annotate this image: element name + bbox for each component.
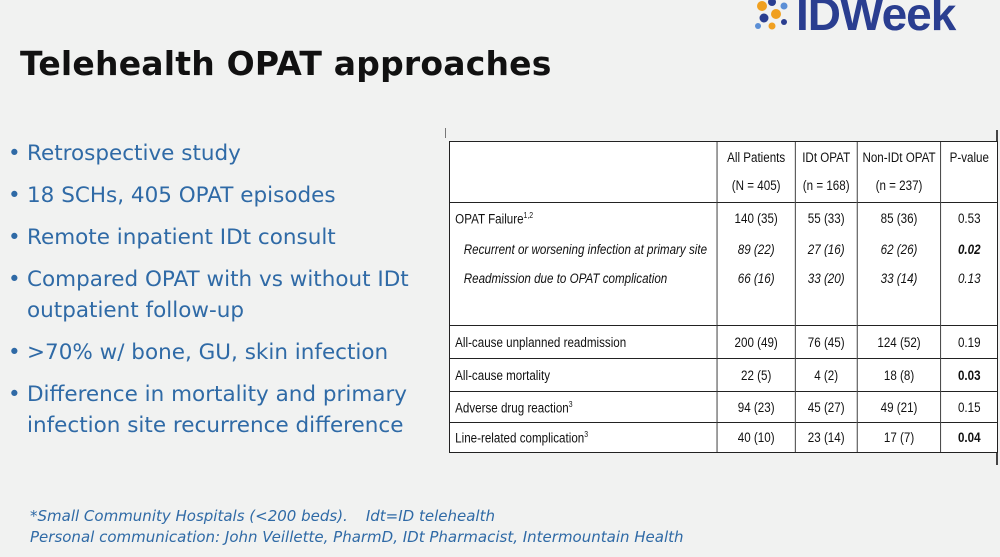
cell-idt: 23 (14) [794, 422, 858, 452]
header-line: P-value [949, 150, 989, 165]
cell-all: 140 (35) [716, 201, 796, 234]
bullet-item: >70% w/ bone, GU, skin infection [8, 337, 448, 368]
cell-idt: 55 (33) [794, 201, 858, 234]
table-row: All-cause mortality 22 (5) 4 (2) 18 (8) … [450, 358, 998, 392]
cell-non-idt: 124 (52) [856, 325, 942, 359]
header-line: (n = 237) [875, 178, 923, 193]
row-label: OPAT Failure1,2 [450, 201, 717, 234]
row-label: All-cause mortality [450, 358, 717, 392]
header-line: All Patients [727, 150, 786, 165]
cell-p: 0.03 [940, 358, 998, 392]
cell-p: 0.53 [940, 201, 998, 234]
cell-non-idt: 85 (36) [856, 201, 942, 234]
bullet-item: Retrospective study [8, 138, 448, 169]
data-table: All Patients (N = 405) IDt OPAT (n = 168… [450, 142, 998, 452]
row-label: All-cause unplanned readmission [450, 325, 717, 359]
header-line: Non-IDt OPAT [862, 150, 936, 165]
footnote-line-2: Personal communication: John Veillette, … [30, 528, 684, 546]
header-all-patients: All Patients (N = 405) [716, 142, 796, 203]
cell-non-idt: 62 (26) [856, 233, 942, 265]
logo-text: IDWeek [796, 0, 956, 40]
table-row: All-cause unplanned readmission 200 (49)… [450, 325, 998, 359]
bullet-item: 18 SCHs, 405 OPAT episodes [8, 180, 448, 211]
cell-all: 89 (22) [716, 233, 796, 265]
cell-all: 66 (16) [716, 264, 796, 292]
cell-p: 0.04 [940, 422, 998, 452]
table-row: Recurrent or worsening infection at prim… [450, 233, 998, 265]
idweek-logo: IDWeek [752, 0, 1000, 38]
header-line: (N = 405) [731, 178, 781, 193]
header-label [450, 142, 717, 203]
table-row: OPAT Failure1,2 140 (35) 55 (33) 85 (36)… [450, 201, 998, 234]
cell-p: 0.13 [940, 264, 998, 292]
cell-idt: 45 (27) [794, 391, 858, 423]
cell-non-idt: 33 (14) [856, 264, 942, 292]
cell-idt: 76 (45) [794, 325, 858, 359]
cell-all: 200 (49) [716, 325, 796, 359]
corner-mark [445, 128, 446, 138]
logo-molecule-icon [755, 0, 788, 30]
cell-non-idt: 17 (7) [856, 422, 942, 452]
cell-p: 0.15 [940, 391, 998, 423]
table-row: Readmission due to OPAT complication 66 … [450, 264, 998, 292]
cell-all: 94 (23) [716, 391, 796, 423]
row-label: Line-related complication3 [450, 422, 717, 452]
table-spacer [450, 291, 998, 326]
slide-title: Telehealth OPAT approaches [20, 44, 552, 83]
footnote-line-1: *Small Community Hospitals (<200 beds). I… [30, 507, 495, 525]
cell-all: 22 (5) [716, 358, 796, 392]
cell-p: 0.02 [940, 233, 998, 265]
cell-idt: 4 (2) [794, 358, 858, 392]
bullet-item: Remote inpatient IDt consult [8, 222, 448, 253]
cell-idt: 33 (20) [794, 264, 858, 292]
table-row: Line-related complication3 40 (10) 23 (1… [450, 422, 998, 452]
cell-non-idt: 49 (21) [856, 391, 942, 423]
bullet-list: Retrospective study 18 SCHs, 405 OPAT ep… [8, 138, 448, 452]
header-line: IDt OPAT [802, 150, 851, 165]
bullet-item: Compared OPAT with vs without IDt outpat… [8, 264, 448, 326]
header-non-idt-opat: Non-IDt OPAT (n = 237) [856, 142, 942, 203]
footnote: *Small Community Hospitals (<200 beds). I… [30, 506, 684, 548]
cell-p: 0.19 [940, 325, 998, 359]
cell-non-idt: 18 (8) [856, 358, 942, 392]
bullet-item: Difference in mortality and primary infe… [8, 379, 448, 441]
header-line: (n = 168) [802, 178, 850, 193]
cell-idt: 27 (16) [794, 233, 858, 265]
row-label: Readmission due to OPAT complication [463, 270, 668, 286]
row-label: Recurrent or worsening infection at prim… [463, 241, 708, 257]
row-label: Adverse drug reaction3 [450, 391, 717, 423]
cell-all: 40 (10) [716, 422, 796, 452]
table-row: Adverse drug reaction3 94 (23) 45 (27) 4… [450, 391, 998, 423]
header-p-value: P-value [940, 142, 998, 203]
header-idt-opat: IDt OPAT (n = 168) [794, 142, 858, 203]
results-table: All Patients (N = 405) IDt OPAT (n = 168… [449, 141, 998, 453]
